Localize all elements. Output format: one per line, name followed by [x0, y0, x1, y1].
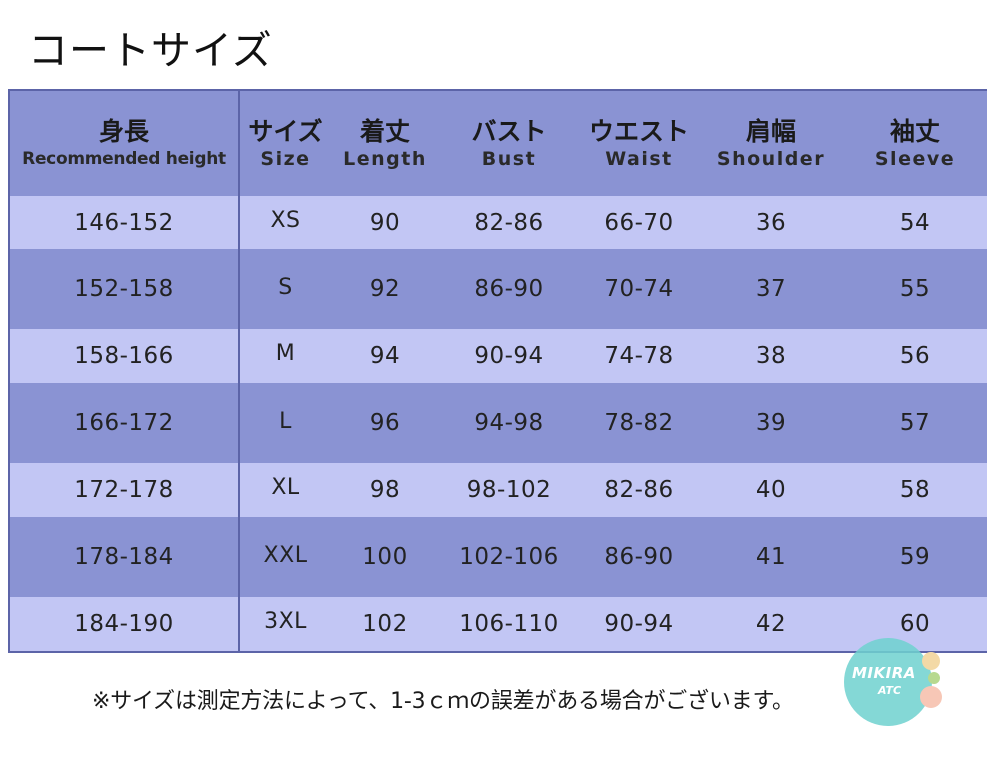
cell-length: 94 [369, 343, 401, 369]
cell-height: 178-184 [8, 517, 240, 597]
table-row: 178-184 XXL 100 102-106 86-90 41 59 [8, 517, 987, 597]
cell-waist: 74-78 [604, 343, 674, 369]
table-header-row: 身長 Recommended height サイズ Size 着丈 Length… [8, 89, 987, 196]
header-jp: サイズ [248, 116, 323, 146]
cell-length: 96 [369, 410, 401, 436]
cell-sleeve: 59 [899, 544, 931, 570]
watermark-text: MIKIRA [852, 664, 916, 682]
cell-size: S [278, 275, 293, 300]
cell-sleeve: 58 [899, 477, 931, 503]
cell-size: 3XL [239, 597, 331, 653]
header-waist: ウエスト Waist [579, 89, 699, 196]
cell-bust: 94-98 [474, 410, 544, 436]
header-bust: バスト Bust [439, 89, 579, 196]
cell-length: 100 [362, 544, 408, 570]
cell-waist: 86-90 [604, 544, 674, 570]
header-size: サイズ Size [239, 89, 331, 196]
flower-decoration [920, 686, 942, 708]
header-jp: 肩幅 [745, 116, 796, 146]
header-jp: ウエスト [588, 116, 689, 146]
cell-height: 146-152 [8, 196, 240, 249]
cell-shoulder: 38 [755, 343, 787, 369]
watermark-logo: MIKIRA ATC [838, 630, 948, 740]
cell-bust: 102-106 [459, 544, 559, 570]
header-en: Sleeve [874, 147, 956, 170]
cell-shoulder: 41 [755, 544, 787, 570]
cell-shoulder: 36 [755, 209, 787, 236]
cell-shoulder: 37 [755, 276, 787, 302]
table-row: 172-178 XL 98 98-102 82-86 40 58 [8, 463, 987, 517]
cell-waist: 90-94 [579, 597, 699, 653]
cell-bust: 98-102 [466, 477, 552, 503]
cell-waist: 70-74 [604, 276, 674, 302]
cell-bust: 106-110 [439, 597, 579, 653]
header-length: 着丈 Length [331, 89, 439, 196]
header-height: 身長 Recommended height [8, 89, 240, 196]
table-row: 152-158 S 92 86-90 70-74 37 55 [8, 249, 987, 329]
cell-size: L [279, 409, 292, 434]
cell-height: 152-158 [8, 249, 240, 329]
cell-bust: 86-90 [474, 276, 544, 302]
header-jp: 身長 [98, 116, 149, 146]
header-jp: 袖丈 [889, 116, 940, 146]
cell-sleeve: 54 [899, 209, 931, 236]
cell-sleeve: 56 [899, 343, 931, 369]
header-en: Size [260, 147, 311, 170]
cell-shoulder: 39 [755, 410, 787, 436]
watermark-circle [844, 638, 932, 726]
cell-sleeve: 55 [899, 276, 931, 302]
cell-size: M [275, 341, 296, 366]
header-en: Shoulder [716, 147, 826, 170]
header-en: Length [343, 147, 427, 170]
cell-length: 102 [331, 597, 439, 653]
cell-size: XL [271, 475, 300, 500]
cell-height: 158-166 [8, 329, 240, 383]
header-en: Recommended height [22, 148, 226, 169]
cell-waist: 78-82 [604, 410, 674, 436]
cell-shoulder: 40 [755, 477, 787, 503]
table-row: 158-166 M 94 90-94 74-78 38 56 [8, 329, 987, 383]
cell-size: XS [270, 208, 301, 233]
flower-decoration [922, 652, 940, 670]
cell-length: 90 [369, 209, 401, 236]
header-jp: バスト [471, 116, 547, 146]
cell-bust: 90-94 [474, 343, 544, 369]
cell-sleeve: 57 [899, 410, 931, 436]
cell-bust: 82-86 [474, 209, 544, 236]
size-table: 身長 Recommended height サイズ Size 着丈 Length… [8, 89, 987, 653]
header-en: Bust [481, 147, 537, 170]
cell-size: XXL [263, 543, 308, 568]
cell-height: 172-178 [8, 463, 240, 517]
header-sleeve: 袖丈 Sleeve [843, 89, 987, 196]
cell-length: 92 [369, 276, 401, 302]
table-row: 146-152 XS 90 82-86 66-70 36 54 [8, 196, 987, 249]
table-row: 166-172 L 96 94-98 78-82 39 57 [8, 383, 987, 463]
header-en: Waist [605, 147, 673, 170]
header-jp: 着丈 [359, 116, 410, 146]
size-table-container: 身長 Recommended height サイズ Size 着丈 Length… [8, 89, 987, 653]
leaf-decoration [928, 672, 940, 684]
table-row: 184-190 3XL 102 106-110 90-94 42 60 [8, 597, 987, 653]
cell-shoulder: 42 [699, 597, 843, 653]
cell-height: 166-172 [8, 383, 240, 463]
page-title: コートサイズ [28, 28, 273, 74]
cell-length: 98 [369, 477, 401, 503]
measurement-note: ※サイズは測定方法によって、1-3ｃｍの誤差がある場合がございます。 [92, 689, 794, 714]
cell-waist: 66-70 [604, 209, 674, 236]
cell-waist: 82-86 [604, 477, 674, 503]
cell-height: 184-190 [8, 597, 240, 653]
watermark-subtext: ATC [878, 684, 902, 697]
header-shoulder: 肩幅 Shoulder [699, 89, 843, 196]
